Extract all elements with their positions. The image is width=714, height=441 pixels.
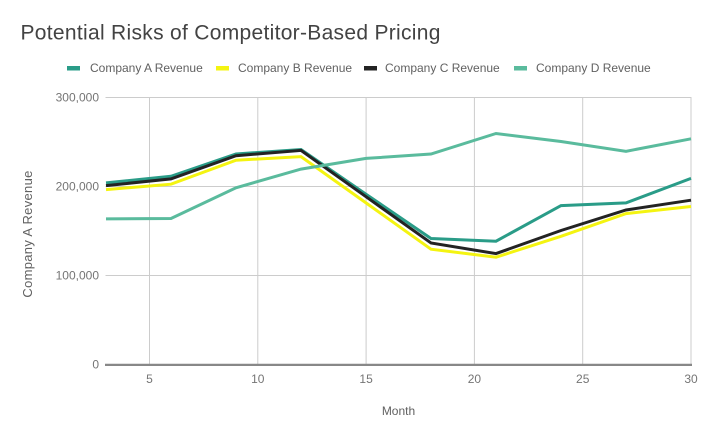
svg-text:100,000: 100,000 <box>56 269 100 283</box>
svg-text:20: 20 <box>468 372 482 386</box>
svg-text:Potential Risks of Competitor-: Potential Risks of Competitor-Based Pric… <box>21 21 441 44</box>
svg-text:Company D Revenue: Company D Revenue <box>536 61 651 75</box>
svg-text:Company A Revenue: Company A Revenue <box>20 170 35 297</box>
svg-text:25: 25 <box>576 372 590 386</box>
svg-text:Company A Revenue: Company A Revenue <box>90 61 203 75</box>
svg-text:10: 10 <box>251 372 265 386</box>
svg-text:200,000: 200,000 <box>56 180 100 194</box>
svg-text:Company B Revenue: Company B Revenue <box>238 61 352 75</box>
svg-text:Company C Revenue: Company C Revenue <box>385 61 500 75</box>
svg-text:5: 5 <box>146 372 153 386</box>
svg-text:30: 30 <box>684 372 698 386</box>
svg-text:15: 15 <box>359 372 373 386</box>
svg-text:300,000: 300,000 <box>56 91 100 105</box>
svg-text:Month: Month <box>382 404 415 418</box>
svg-text:0: 0 <box>92 358 99 372</box>
